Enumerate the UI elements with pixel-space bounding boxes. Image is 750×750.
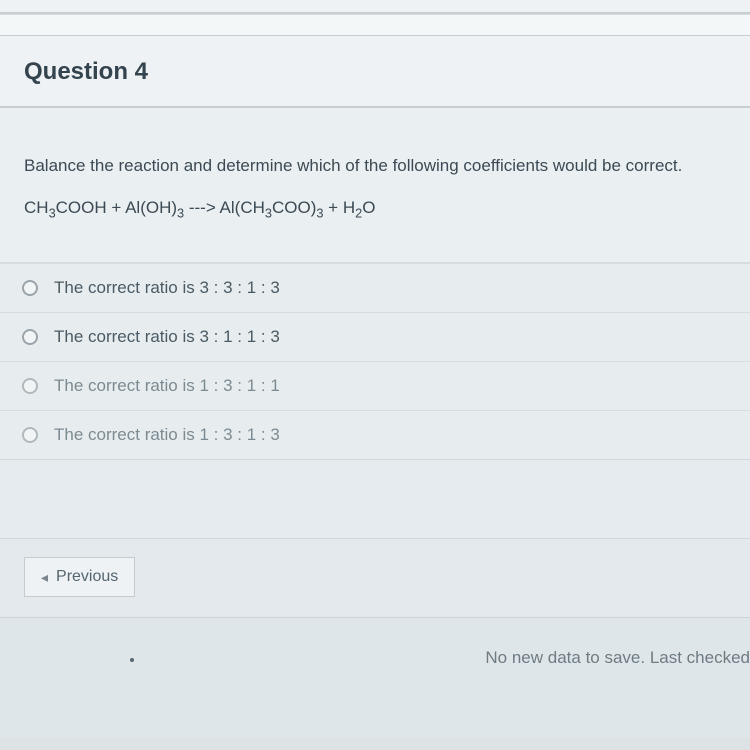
- option-1[interactable]: The correct ratio is 3 : 3 : 1 : 3: [0, 263, 750, 312]
- radio-icon: [22, 427, 38, 443]
- options-list: The correct ratio is 3 : 3 : 1 : 3 The c…: [0, 263, 750, 459]
- chevron-left-icon: ◂: [41, 569, 48, 586]
- option-3[interactable]: The correct ratio is 1 : 3 : 1 : 1: [0, 361, 750, 410]
- autosave-status: No new data to save. Last checked: [485, 648, 750, 668]
- previous-button[interactable]: ◂ Previous: [24, 557, 135, 597]
- quiz-page: Question 4 Balance the reaction and dete…: [0, 0, 750, 750]
- radio-icon: [22, 280, 38, 296]
- status-bar: No new data to save. Last checked: [0, 618, 750, 738]
- radio-icon: [22, 378, 38, 394]
- top-strip: [0, 0, 750, 14]
- option-label: The correct ratio is 1 : 3 : 1 : 1: [54, 376, 280, 396]
- gap-strip: [0, 14, 750, 36]
- question-header: Question 4: [0, 36, 750, 108]
- option-4[interactable]: The correct ratio is 1 : 3 : 1 : 3: [0, 410, 750, 459]
- dot-icon: [130, 658, 134, 662]
- previous-label: Previous: [56, 568, 118, 586]
- option-label: The correct ratio is 3 : 1 : 1 : 3: [54, 327, 280, 347]
- option-label: The correct ratio is 3 : 3 : 1 : 3: [54, 278, 280, 298]
- chemical-equation: CH3COOH + Al(OH)3 ---> Al(CH3COO)3 + H2O: [24, 198, 726, 220]
- question-body: Balance the reaction and determine which…: [0, 108, 750, 263]
- nav-row: ◂ Previous: [0, 539, 750, 618]
- question-title: Question 4: [24, 58, 726, 86]
- option-2[interactable]: The correct ratio is 3 : 1 : 1 : 3: [0, 312, 750, 361]
- option-label: The correct ratio is 1 : 3 : 1 : 3: [54, 425, 280, 445]
- question-prompt: Balance the reaction and determine which…: [24, 156, 726, 176]
- spacer: [0, 459, 750, 539]
- radio-icon: [22, 329, 38, 345]
